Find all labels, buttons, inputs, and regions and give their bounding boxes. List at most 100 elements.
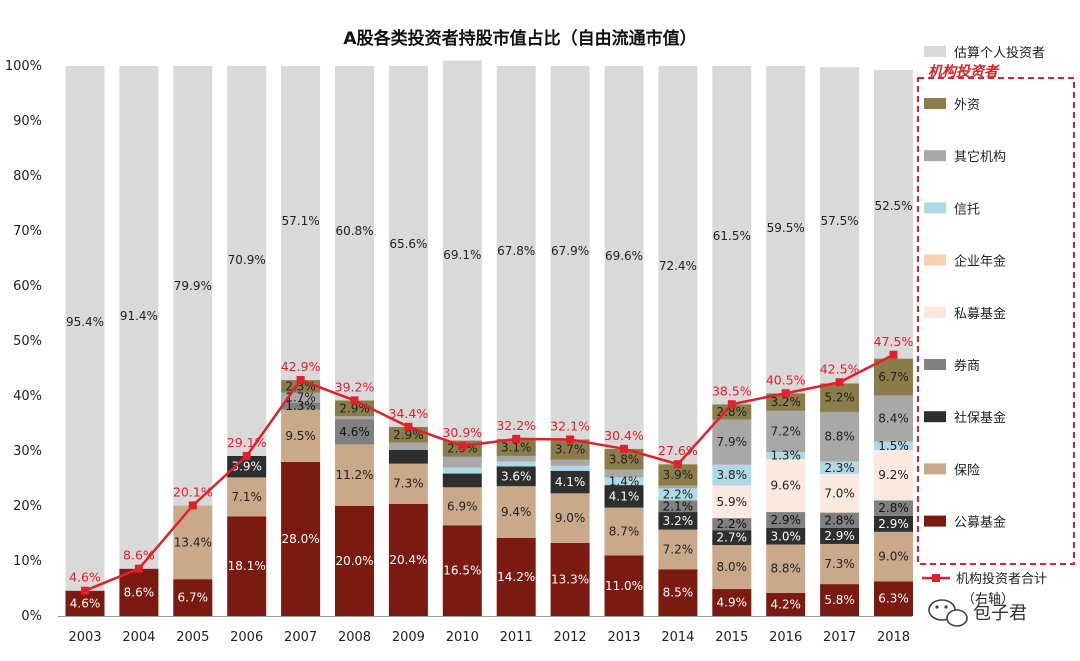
bar-segment [766,544,806,593]
bar-segment [550,470,590,494]
bar-segment [766,66,806,394]
total-line-point [889,350,898,359]
total-line-point [134,564,143,573]
bar-segment [766,512,806,528]
individual-share-label: 95.4% [66,315,104,329]
segment-value-label: 2.2% [663,487,694,501]
total-line-label: 40.5% [766,372,806,387]
segment-value-label: 4.1% [609,489,640,503]
y-tick-label: 0% [21,609,42,624]
bar-segment [658,529,698,570]
bar-segment [874,69,913,359]
total-line-label: 32.1% [550,418,590,433]
total-line-point [620,444,628,453]
legend-swatch [924,254,946,266]
legend-group-title: 机构投资者 [928,63,1000,80]
bar-segment [604,66,644,449]
legend-line-marker [932,574,940,582]
total-line-label: 27.6% [658,443,698,458]
bar-segment [874,581,913,616]
segment-value-label: 7.3% [824,557,855,571]
bar-segment [281,409,321,462]
total-line-label: 30.4% [604,428,644,443]
segment-value-label: 2.1% [663,499,694,513]
segment-value-label: 1.3% [770,449,801,463]
segment-value-label: 5.9% [717,495,748,509]
bar-segment [442,467,482,474]
y-tick-label: 90% [13,114,42,129]
bar-segment [712,419,752,465]
legend-group-box [917,77,1075,565]
bar-segment [173,579,213,616]
bar-segment [550,439,590,460]
y-tick-label: 100% [5,59,42,74]
legend-swatch [924,463,946,475]
total-line-label: 32.2% [496,418,536,433]
bar-segment [496,455,536,462]
individual-share-label: 59.5% [767,221,805,235]
bar-segment [119,66,159,569]
individual-share-label: 67.9% [551,244,589,258]
segment-value-label: 20.4% [389,553,427,567]
segment-value-label: 3.8% [609,452,640,466]
bar-segment [604,485,644,508]
segment-value-label: 6.7% [178,591,209,605]
bar-segment [119,568,159,616]
x-tick-label: 2004 [122,630,155,645]
total-line-point [673,460,682,469]
bar-segment [496,537,536,616]
bar-segment [550,465,590,471]
bar-segment [550,459,590,466]
segment-value-label: 2.9% [878,517,909,531]
bar-segment [658,66,698,465]
legend-swatch [924,306,946,318]
total-line-point [188,501,197,510]
bar-segment [820,461,860,475]
segment-value-label: 4.6% [70,596,101,610]
bar-segment [388,449,428,464]
segment-value-label: 28.0% [282,532,320,546]
legend-label: 企业年金 [954,254,1006,270]
legend-swatch [924,515,946,527]
bar-segment [820,474,860,513]
segment-value-label: 13.3% [551,572,589,586]
segment-value-label: 6.3% [878,592,909,606]
segment-value-label: 3.8% [717,468,748,482]
x-tick-label: 2012 [554,630,587,645]
segment-value-label: 16.5% [443,564,481,578]
total-line-label: 47.5% [874,334,914,349]
bar-segment [442,525,482,616]
bar-segment [550,542,590,616]
segment-value-label: 13.4% [174,535,212,549]
individual-share-label: 69.1% [443,248,481,262]
bar-segment [712,66,752,405]
total-line-label: 34.4% [389,406,429,421]
segment-value-label: 5.8% [824,593,855,607]
individual-share-label: 70.9% [228,253,266,267]
bar-segment [173,66,213,506]
x-tick-label: 2016 [769,630,802,645]
segment-value-label: 2.9% [393,428,424,442]
segment-value-label: 2.8% [824,513,855,527]
bar-segment [281,66,321,381]
segment-value-label: 3.2% [663,514,694,528]
bar-segment [335,66,374,401]
bar-segment [712,589,752,616]
y-tick-label: 80% [13,169,42,184]
segment-value-label: 8.0% [717,560,748,574]
bar-segment [335,506,374,616]
total-line-label: 4.6% [69,570,101,585]
x-axis: 2003 2004 2005 2006 2007 2008 2009 2010 2011 2012… [58,616,912,645]
bar-segment [227,66,267,456]
bar-segment [820,383,860,412]
bar-segment [335,444,374,506]
segment-value-label: 9.4% [501,505,532,519]
segment-value-label: 7.2% [663,542,694,556]
individual-share-label: 65.6% [389,237,427,251]
legend-label: 外资 [954,98,980,113]
total-line-point [566,435,575,444]
bar-segment [658,500,698,513]
bar-segment [604,477,644,486]
segment-value-label: 3.7% [555,443,586,457]
bar-segment [766,393,806,411]
